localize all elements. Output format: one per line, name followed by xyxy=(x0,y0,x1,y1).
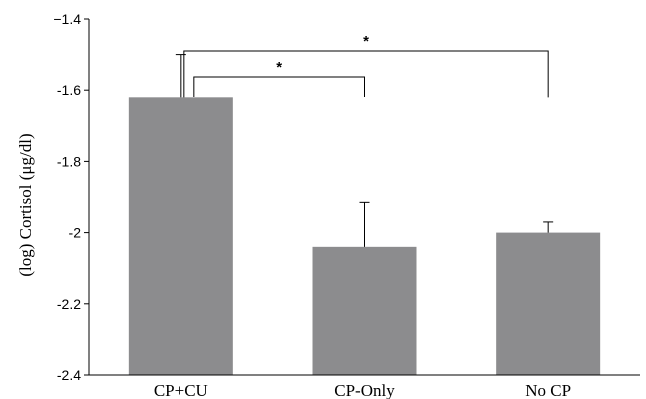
significance-bracket xyxy=(183,50,549,98)
significance-bracket xyxy=(193,76,365,97)
bar-no-cp xyxy=(496,232,601,375)
significance-marker: * xyxy=(276,59,282,76)
bar-cp-cu xyxy=(128,97,233,375)
x-tick-label: No CP xyxy=(525,381,571,399)
y-tick-label: -2 xyxy=(69,225,82,241)
x-tick-label: CP-Only xyxy=(334,381,395,399)
y-tick-label: -2.4 xyxy=(57,367,81,383)
y-tick-label: −1.4 xyxy=(53,11,81,27)
bar-cp-only xyxy=(312,246,417,375)
y-axis-title: (log) Cortisol (μg/dl) xyxy=(16,133,35,276)
significance-marker: * xyxy=(363,33,369,50)
y-tick-label: -2.2 xyxy=(57,296,81,312)
y-tick-label: -1.6 xyxy=(57,82,81,98)
y-tick-label: -1.8 xyxy=(57,153,81,169)
x-tick-label: CP+CU xyxy=(154,381,208,399)
